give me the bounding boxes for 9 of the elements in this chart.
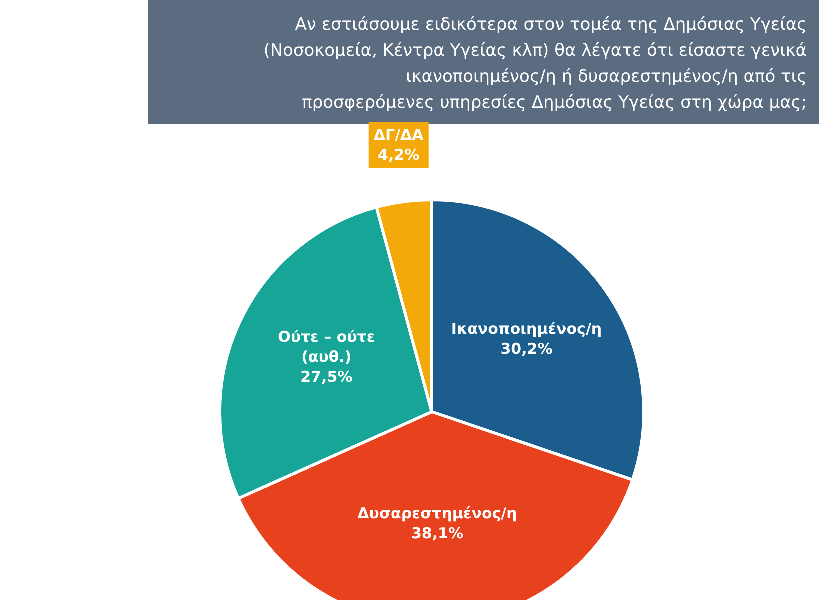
slice-label: Ικανοποιημένος/η [451, 320, 602, 338]
slice-label: Ούτε – ούτε (αυθ.) [278, 328, 376, 366]
data-label: 4,2% [378, 146, 420, 164]
data-label: 27,5% [300, 368, 353, 386]
slice-label: Δυσαρεστημένος/η [358, 504, 518, 522]
data-label: 38,1% [411, 524, 464, 542]
chart-title: Αν εστιάσουμε ειδικότερα στον τομέα της Δημόσιας Υγείας (Νοσοκομεία, Κέντρα Υγείας κλπ) θα λέγατε ότι είσαστε γενικά ικανοποιημένος/η ή δυσαρεστημένος/η από τις προσφερόμενες υπηρεσίες Δημόσιας Υγείας στη χώρα μας; [264, 15, 807, 113]
data-label: 30,2% [500, 340, 553, 358]
slice-label: ΔΓ/ΔΑ [374, 126, 424, 144]
